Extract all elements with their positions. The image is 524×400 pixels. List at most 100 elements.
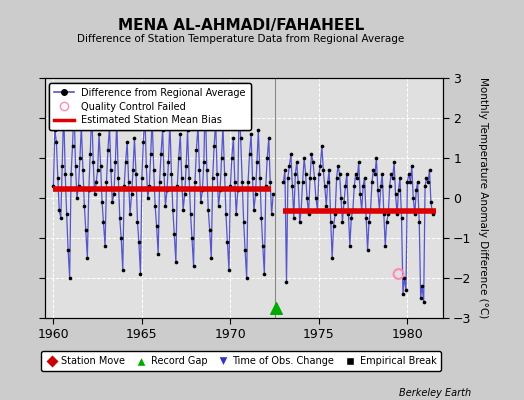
Point xyxy=(216,187,224,193)
Point xyxy=(322,203,331,209)
Point xyxy=(138,175,146,181)
Point xyxy=(207,255,215,261)
Point xyxy=(412,187,420,193)
Point xyxy=(309,159,317,165)
Point xyxy=(347,215,355,221)
Point xyxy=(245,151,254,157)
Point xyxy=(387,171,395,177)
Point xyxy=(301,171,310,177)
Point xyxy=(113,119,121,125)
Point xyxy=(357,207,366,213)
Point xyxy=(99,219,107,225)
Point xyxy=(127,191,136,197)
Point xyxy=(288,183,297,189)
Point xyxy=(338,219,346,225)
Point xyxy=(203,167,211,173)
Point xyxy=(108,199,116,205)
Point xyxy=(303,195,311,201)
Point xyxy=(170,231,179,237)
Point xyxy=(167,171,176,177)
Point xyxy=(321,183,329,189)
Point xyxy=(304,211,313,217)
Point xyxy=(178,175,186,181)
Point xyxy=(253,159,261,165)
Point xyxy=(300,155,309,161)
Point xyxy=(129,167,137,173)
Point xyxy=(191,179,199,185)
Point xyxy=(421,183,429,189)
Point xyxy=(102,179,111,185)
Point xyxy=(92,179,101,185)
Point xyxy=(68,143,77,149)
Point xyxy=(57,215,65,221)
Point xyxy=(166,119,174,125)
Point xyxy=(258,243,267,249)
Point xyxy=(154,251,162,257)
Point xyxy=(66,275,74,281)
Point xyxy=(83,255,92,261)
Point xyxy=(221,171,229,177)
Point xyxy=(149,167,158,173)
Point xyxy=(362,215,370,221)
Point xyxy=(209,175,217,181)
Point xyxy=(428,211,436,217)
Point xyxy=(116,215,124,221)
Point xyxy=(256,175,264,181)
Point xyxy=(297,207,305,213)
Point xyxy=(313,207,322,213)
Legend: Difference from Regional Average, Quality Control Failed, Estimated Station Mean: Difference from Regional Average, Qualit… xyxy=(49,83,251,130)
Point xyxy=(234,187,242,193)
Point xyxy=(417,295,425,301)
Point xyxy=(189,263,198,269)
Point xyxy=(266,179,275,185)
Point xyxy=(114,175,123,181)
Point xyxy=(49,183,58,189)
Point xyxy=(179,207,187,213)
Point xyxy=(105,123,114,129)
Point xyxy=(375,207,384,213)
Text: Difference of Station Temperature Data from Regional Average: Difference of Station Temperature Data f… xyxy=(78,34,405,44)
Point xyxy=(212,119,220,125)
Point xyxy=(229,135,237,141)
Point xyxy=(372,155,380,161)
Point xyxy=(395,187,403,193)
Point xyxy=(406,179,414,185)
Point xyxy=(64,247,72,253)
Point xyxy=(182,163,190,169)
Point xyxy=(110,191,118,197)
Point xyxy=(352,171,360,177)
Point xyxy=(411,211,419,217)
Point xyxy=(366,207,375,213)
Point xyxy=(356,191,364,197)
Point xyxy=(235,99,244,105)
Point xyxy=(219,123,227,129)
Point xyxy=(390,159,398,165)
Point xyxy=(341,183,350,189)
Point xyxy=(415,219,423,225)
Point xyxy=(405,171,413,177)
Point xyxy=(353,175,362,181)
Point xyxy=(368,179,376,185)
Point xyxy=(363,247,372,253)
Point xyxy=(117,235,125,241)
Point xyxy=(136,271,145,277)
Point xyxy=(292,159,301,165)
Point xyxy=(267,211,276,217)
Point xyxy=(279,179,288,185)
Point xyxy=(281,167,289,173)
Point xyxy=(260,271,269,277)
Point xyxy=(210,143,219,149)
Point xyxy=(244,179,252,185)
Point xyxy=(67,171,75,177)
Point xyxy=(148,115,156,121)
Point xyxy=(316,163,324,169)
Point xyxy=(111,159,119,165)
Point xyxy=(157,151,165,157)
Point xyxy=(424,179,432,185)
Point xyxy=(227,155,236,161)
Point xyxy=(187,211,195,217)
Point xyxy=(395,271,403,277)
Point xyxy=(287,151,295,157)
Point xyxy=(183,127,192,133)
Point xyxy=(409,195,418,201)
